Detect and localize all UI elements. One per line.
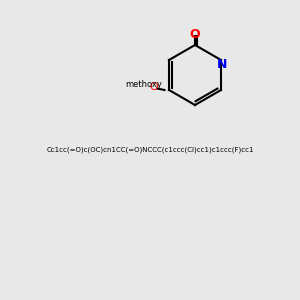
- Text: N: N: [217, 58, 228, 71]
- Text: O: O: [150, 82, 158, 92]
- Text: Cc1cc(=O)c(OC)cn1CC(=O)NCCC(c1ccc(Cl)cc1)c1ccc(F)cc1: Cc1cc(=O)c(OC)cn1CC(=O)NCCC(c1ccc(Cl)cc1…: [46, 147, 254, 153]
- Text: methoxy: methoxy: [125, 80, 162, 89]
- Text: O: O: [190, 28, 200, 41]
